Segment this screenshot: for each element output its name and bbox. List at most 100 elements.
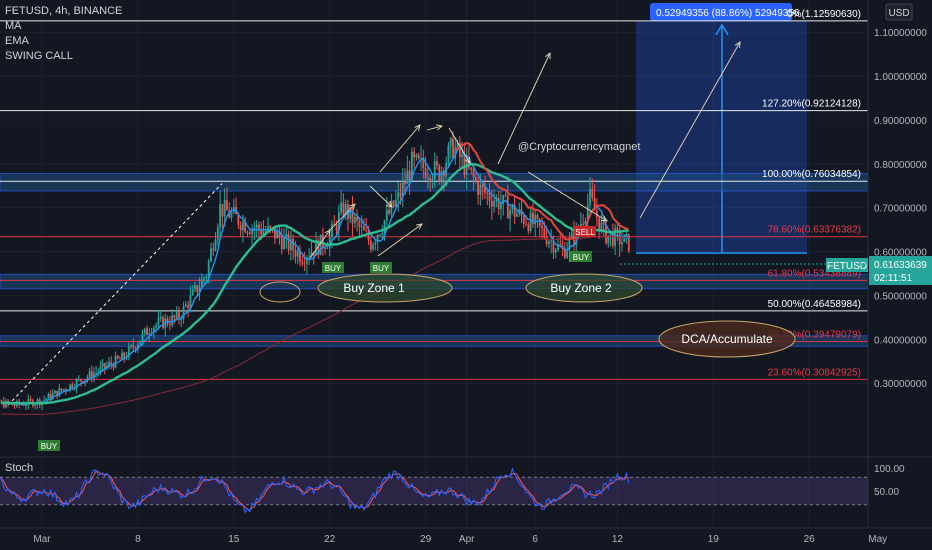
candle-body [58,388,61,397]
legend-ema[interactable]: EMA [5,35,29,47]
candle-body [187,304,190,309]
candle-body [182,306,185,320]
candle-body [219,203,221,228]
candle-body [593,197,596,211]
candle-body [404,181,406,184]
ma-fast-line [1,147,630,406]
candle-body [312,252,315,256]
candle-body [191,289,194,296]
time-tick: 6 [532,534,538,545]
candle-body [248,232,251,235]
candle-body [472,169,475,178]
price-tick: 0.70000000 [874,204,927,215]
candle-body [436,161,438,166]
candle-body [301,261,304,264]
candle-body [189,295,192,309]
candle-body [381,232,384,235]
candle-body [203,277,206,279]
candle-body [45,398,48,400]
candle-body [568,238,571,251]
candle-body [294,250,297,257]
price-tick: 0.80000000 [874,160,927,171]
candle-body [305,257,308,264]
candle-body [627,233,630,252]
candle-body [621,241,623,245]
candle-body [353,216,356,224]
fib-label: 78.60%(0.63376382) [768,225,861,236]
candle-body [303,263,306,265]
candle-body [461,154,464,157]
candle-body [143,328,146,334]
candle-body [383,220,386,233]
candle-body [589,189,591,206]
swing-arrow-head [545,52,551,60]
candle-body [287,234,290,251]
candle-body [385,209,388,221]
candle-body [490,200,493,207]
candle-body [484,187,486,193]
time-tick: May [868,534,887,545]
candle-body [532,212,534,225]
candle-body [47,393,50,399]
candle-body [127,346,130,358]
legend-ma[interactable]: MA [5,20,22,32]
candle-body [411,151,413,180]
candle-body [516,213,518,217]
candle-body [342,202,345,215]
candle-body [360,225,363,227]
price-tick: 0.50000000 [874,291,927,302]
candle-body [116,356,119,359]
swing-arrow-head [600,215,608,222]
candle-body [397,192,400,200]
candle-body [417,154,420,159]
swing-arrow [377,223,423,257]
candle-body [262,231,265,235]
candle-body [408,170,411,180]
swing-arrow [379,124,421,173]
candle-body [51,393,54,399]
candle-body [283,237,285,250]
candle-body [20,404,23,406]
candle-body [536,215,539,219]
measure-label-box [650,3,792,21]
candle-body [529,212,532,231]
candle-body [64,389,67,391]
candle-body [152,327,155,333]
candle-body [534,215,537,225]
sell-tag: SELL [575,228,595,237]
candle-body [602,222,605,225]
candle-body [171,315,174,326]
candle-body [356,216,358,221]
candle-body [280,237,283,250]
candle-body [319,234,322,256]
candle-body [392,200,395,207]
fib-label: 38.20%(0.39479079) [768,330,861,341]
fib-label: 23.60%(0.30842925) [768,367,861,378]
candle-body [506,195,509,219]
candle-body [566,250,569,258]
candle-body [244,221,247,233]
candle-body [609,232,612,236]
candle-body [155,324,158,328]
candle-body [331,224,333,238]
candle-body [586,205,589,222]
candle-body [274,228,276,239]
candle-body [258,224,260,230]
candle-body [205,276,208,278]
swing-arrow [639,41,741,219]
candle-body [110,362,113,365]
buy-zone-2-ellipse [525,273,643,303]
candle-body [369,240,372,250]
candle-body [395,199,397,207]
last-symbol-box [826,258,868,272]
candle-body [99,366,102,372]
candle-body [194,285,196,290]
buy-zone-1-label: Buy Zone 1 [343,281,405,295]
stoch-legend[interactable]: Stoch [5,462,34,474]
candle-body [600,222,603,232]
candle-body [367,231,370,241]
legend-swing-call[interactable]: SWING CALL [5,50,73,62]
stoch-tick: 100.00 [874,464,905,475]
candle-body [230,212,233,218]
